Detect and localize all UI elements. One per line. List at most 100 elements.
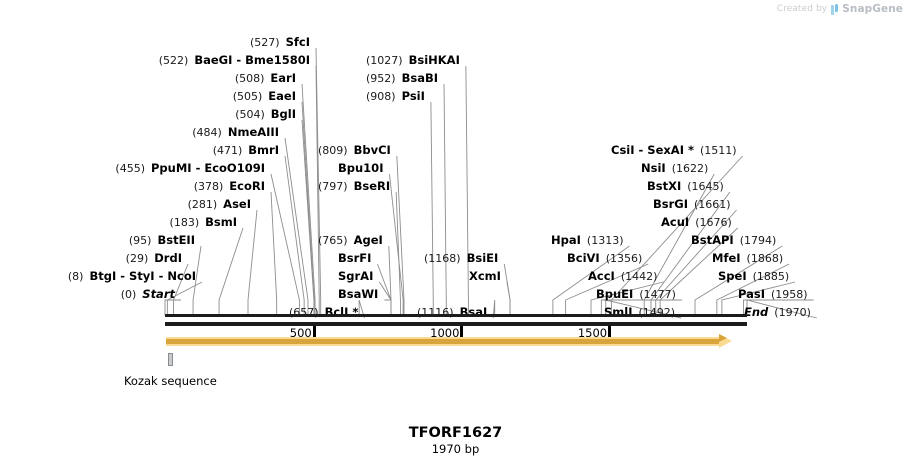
restriction-site-label[interactable]: (183) BsmI	[170, 216, 237, 230]
restriction-site-label[interactable]: (471) BmrI	[212, 144, 279, 158]
enzyme-name: DrdI	[154, 251, 182, 265]
restriction-site-label[interactable]: AcuI (1676)	[661, 216, 732, 230]
site-position: (1868)	[746, 252, 784, 265]
enzyme-name: PpuMI	[151, 161, 192, 175]
restriction-site-label[interactable]: BsaWI	[338, 288, 378, 301]
restriction-site-label[interactable]: XcmI	[469, 270, 501, 283]
site-position: (527)	[250, 36, 280, 49]
restriction-site-label[interactable]: (797) BseRI	[318, 180, 390, 194]
restriction-site-label[interactable]: BsrGI (1661)	[653, 197, 731, 212]
restriction-site-label[interactable]: BpuEI (1477)	[596, 288, 676, 302]
restriction-site-label[interactable]: MfeI (1868)	[712, 251, 784, 266]
restriction-site-label[interactable]: (809) BbvCI	[318, 144, 391, 158]
restriction-site-label[interactable]: BstXI (1645)	[647, 179, 724, 194]
restriction-site-label[interactable]: PasI (1958)	[738, 288, 808, 302]
orf-body	[166, 337, 719, 346]
restriction-site-label[interactable]: BstAPI (1794)	[691, 233, 776, 248]
site-position: (0)	[120, 288, 137, 301]
restriction-site-label[interactable]: BciVI (1356)	[567, 251, 642, 266]
restriction-site-label[interactable]: (0) Start	[120, 287, 175, 302]
site-leader-line	[301, 119, 315, 315]
site-leader-line	[218, 227, 244, 315]
restriction-site-label[interactable]: (952) BsaBI	[366, 72, 438, 86]
restriction-site-label[interactable]: (505) EaeI	[233, 90, 296, 104]
restriction-site-label[interactable]: (765) AgeI	[318, 234, 383, 248]
enzyme-name: EcoRI	[229, 179, 265, 193]
enzyme-name: Bpu10I	[338, 161, 384, 175]
kozak-sequence-marker[interactable]	[168, 353, 174, 366]
enzyme-name: BsrFI	[338, 251, 372, 265]
site-position: (8)	[67, 270, 84, 283]
site-position: (1442)	[620, 270, 658, 283]
restriction-site-label[interactable]: HpaI (1313)	[551, 234, 623, 248]
name-separator: -	[120, 269, 126, 283]
restriction-site-label[interactable]: (8) BtgI - StyI - NcoI	[67, 269, 196, 284]
restriction-site-label[interactable]: (657) BclI *	[289, 306, 358, 320]
enzyme-name: BciVI	[567, 251, 600, 265]
restriction-site-label[interactable]: (504) BglI	[235, 108, 296, 122]
site-position: (29)	[125, 252, 149, 265]
restriction-site-label[interactable]: (908) PsiI	[366, 89, 425, 104]
restriction-site-label[interactable]: BsrFI	[338, 252, 371, 265]
enzyme-name: SgrAI	[338, 269, 374, 283]
restriction-site-label[interactable]: SmlI (1492)	[604, 306, 676, 320]
restriction-site-label[interactable]: NsiI (1622)	[641, 162, 709, 176]
orf-arrow[interactable]	[166, 333, 732, 348]
axis-tick-label: 500	[289, 326, 312, 340]
enzyme-name: BtgI	[89, 269, 117, 283]
enzyme-name: BsrGI	[653, 197, 688, 211]
name-separator: -	[236, 53, 242, 67]
restriction-site-label[interactable]: AccI (1442)	[588, 270, 658, 284]
enzyme-name: End	[744, 305, 769, 319]
restriction-site-label[interactable]: End (1970)	[744, 305, 811, 320]
site-position: (952)	[366, 72, 396, 85]
snapgene-logo-icon	[831, 3, 838, 15]
restriction-site-label[interactable]: (281) AseI	[188, 198, 251, 212]
enzyme-name: SexAI *	[647, 143, 694, 157]
restriction-site-label[interactable]: (484) NmeAIII	[192, 125, 279, 140]
enzyme-name: SfcI	[285, 35, 310, 49]
construct-length: 1970 bp	[431, 442, 480, 456]
enzyme-name: StyI	[129, 269, 155, 283]
site-position: (657)	[289, 306, 319, 319]
enzyme-name: NmeAIII	[227, 125, 279, 139]
enzyme-name: MfeI	[712, 251, 741, 265]
axis-tick-mark	[608, 326, 612, 337]
restriction-site-label[interactable]: (527) SfcI	[250, 35, 310, 50]
restriction-site-label[interactable]: SgrAI	[338, 270, 373, 283]
name-separator: -	[638, 143, 644, 157]
restriction-site-label[interactable]: (1116) BsaI	[417, 306, 487, 320]
site-leader-line	[395, 191, 401, 315]
restriction-site-label[interactable]: (29) DrdI	[125, 251, 182, 266]
enzyme-name: Start	[142, 287, 175, 301]
enzyme-name: EcoO109I	[204, 161, 265, 175]
site-position: (1622)	[671, 162, 709, 175]
site-position: (471)	[212, 144, 243, 157]
restriction-site-label[interactable]: (378) EcoRI	[193, 179, 265, 194]
site-position: (378)	[193, 180, 224, 193]
site-position: (1492)	[638, 306, 676, 319]
enzyme-name: PsiI	[401, 89, 425, 103]
restriction-site-label[interactable]: (1027) BsiHKAI	[366, 54, 460, 68]
restriction-site-label[interactable]: Bpu10I	[338, 162, 383, 175]
restriction-site-label[interactable]: (455) PpuMI - EcoO109I	[115, 161, 265, 176]
enzyme-name: Bme1580I	[245, 53, 310, 67]
restriction-site-label[interactable]: CsiI - SexAI * (1511)	[611, 143, 737, 158]
restriction-site-label[interactable]: (1168) BsiEI	[424, 252, 498, 266]
restriction-site-label[interactable]: (95) BstEII	[129, 234, 195, 248]
enzyme-name: XcmI	[469, 269, 501, 283]
axis-tick-label: 1000	[430, 326, 460, 340]
restriction-site-label[interactable]: (522) BaeGI - Bme1580I	[159, 53, 310, 68]
restriction-site-label[interactable]: (508) EarI	[235, 72, 296, 86]
enzyme-name: BstAPI	[691, 233, 734, 247]
axis-tick-mark	[312, 326, 316, 337]
enzyme-name: BaeGI	[194, 53, 233, 67]
name-separator: -	[158, 269, 164, 283]
site-leader-line	[377, 263, 392, 315]
site-position: (1511)	[700, 144, 737, 157]
restriction-site-label[interactable]: SpeI (1885)	[718, 270, 789, 284]
enzyme-name: BstXI	[647, 179, 682, 193]
site-position: (504)	[235, 108, 265, 121]
site-leader-line	[396, 155, 405, 315]
